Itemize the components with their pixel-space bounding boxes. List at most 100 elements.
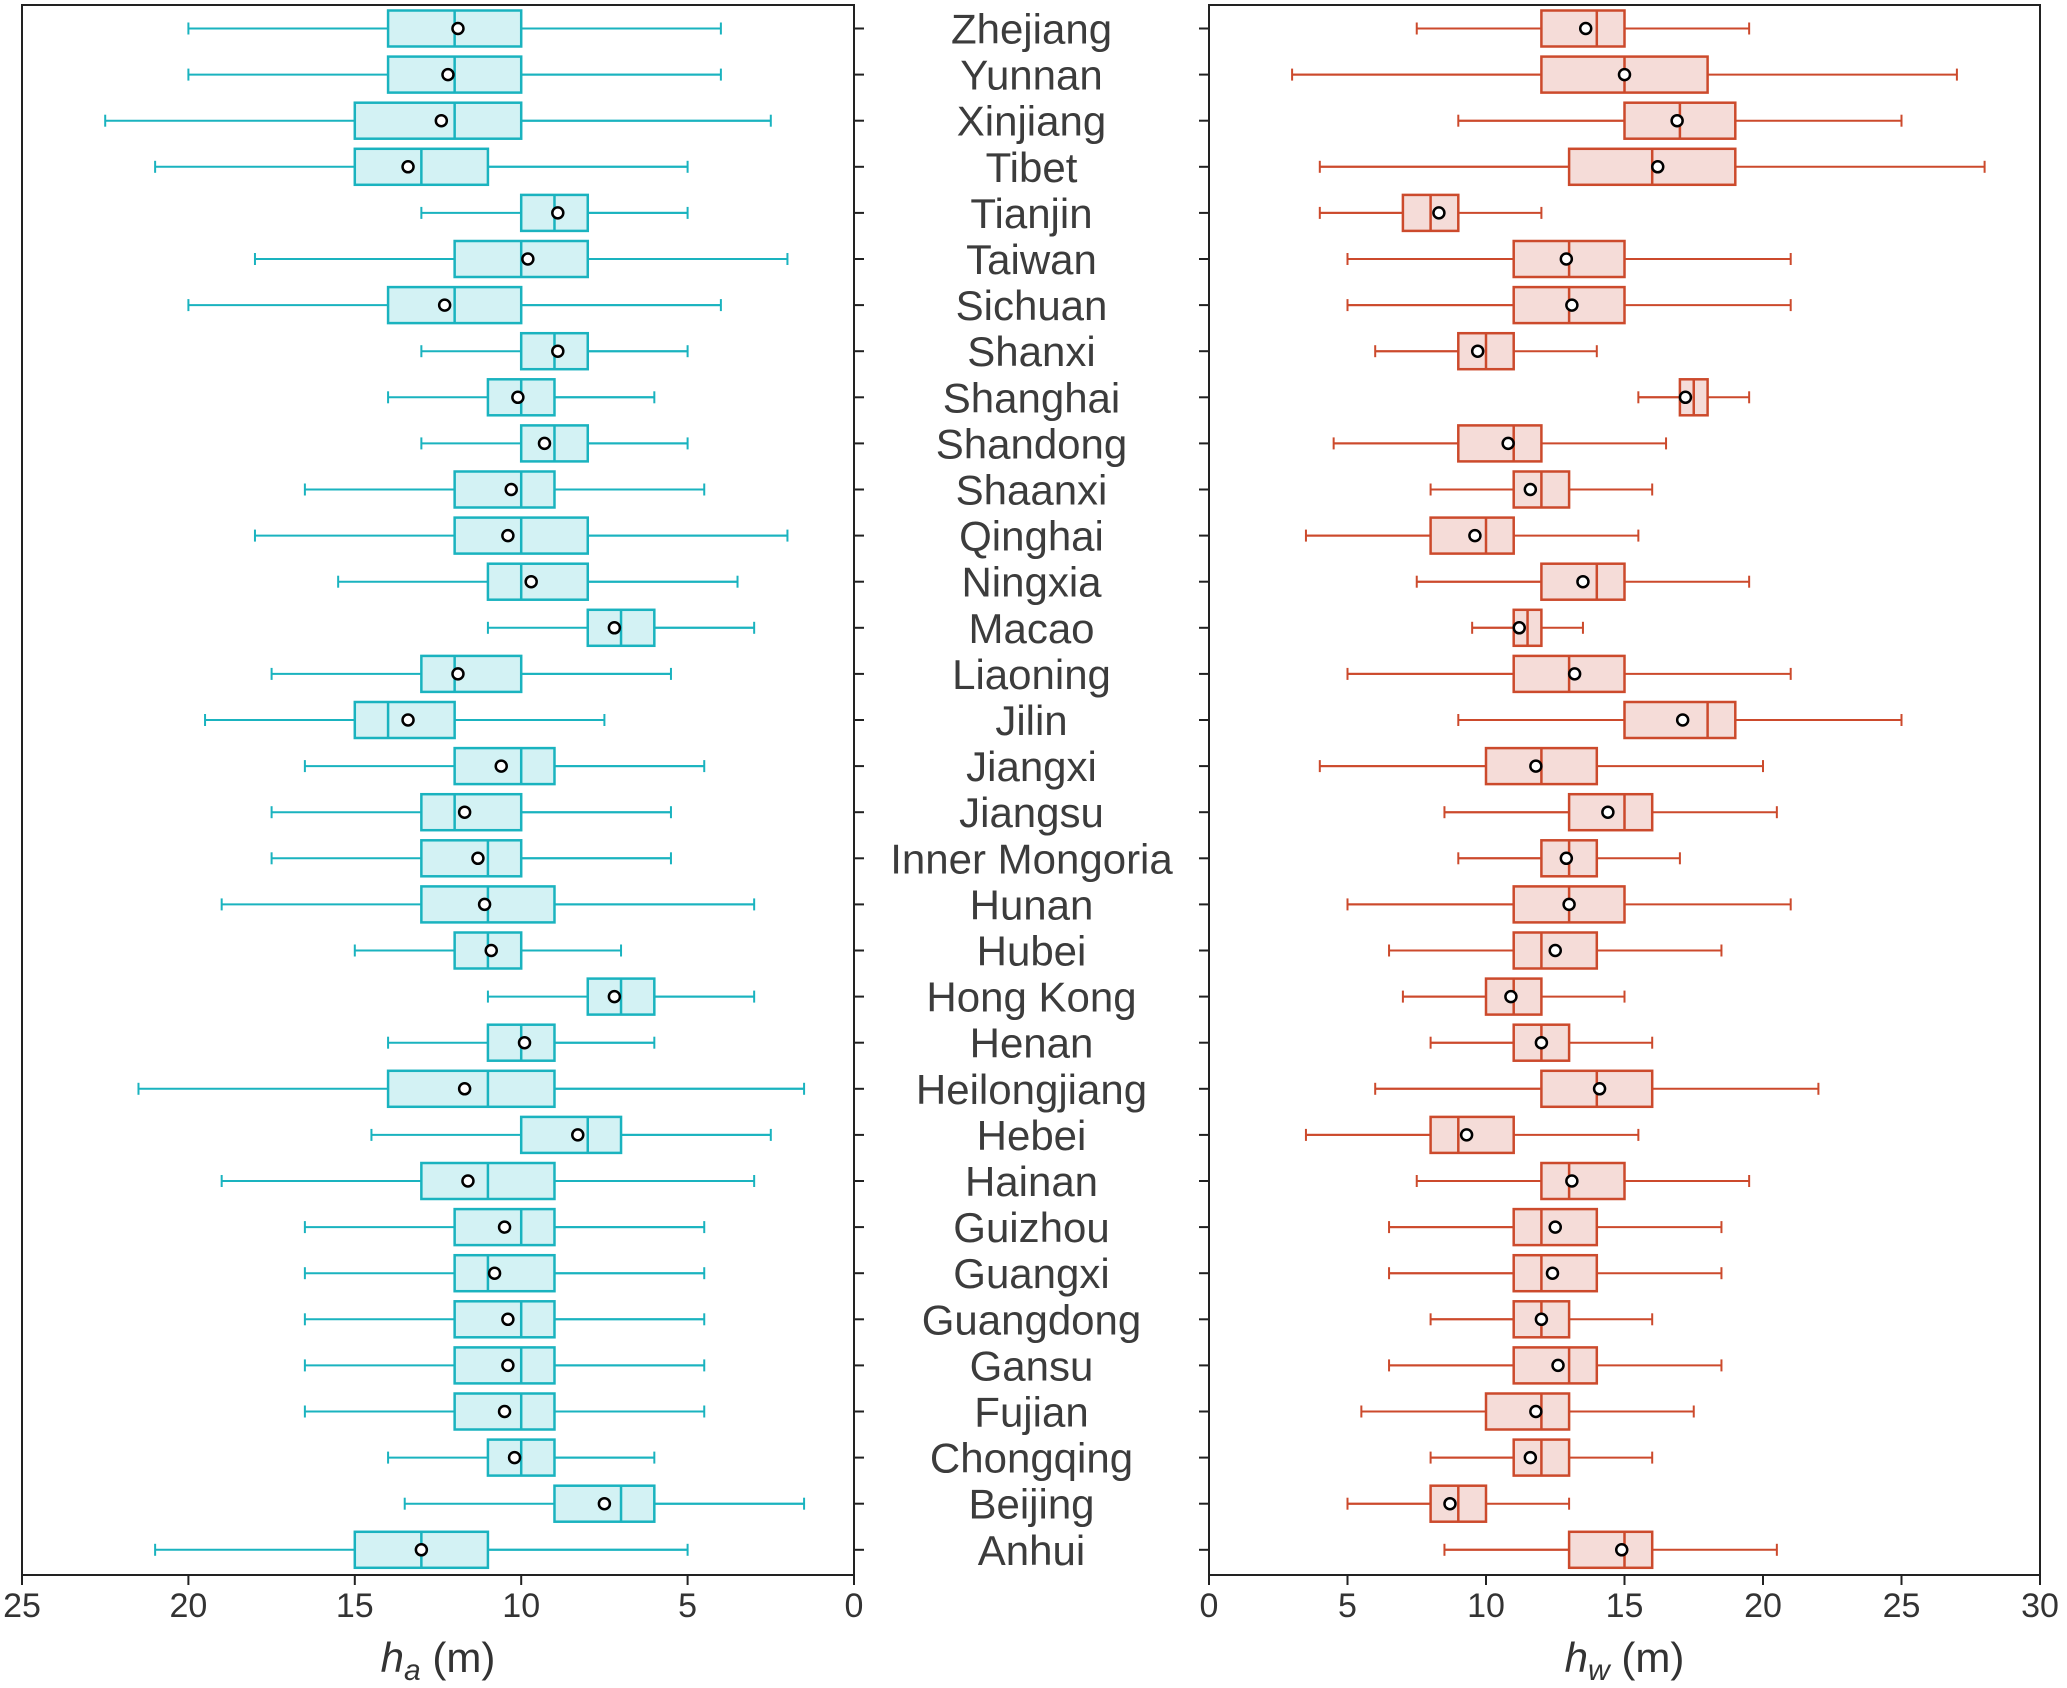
hw-box-taiwan (1346, 239, 1792, 279)
ha-box-beijing (403, 1484, 806, 1523)
hw-box-tianjin-mean-marker (1432, 206, 1446, 220)
ha-box-anhui-mean-marker (414, 1543, 429, 1557)
province-label-hong-kong: Hong Kong (926, 974, 1136, 1021)
province-label-heilongjiang: Heilongjiang (916, 1066, 1147, 1113)
hw-box-macao-mean-marker (1512, 621, 1526, 635)
hw-box-qinghai (1304, 516, 1640, 555)
ha-x-tick-label: 20 (169, 1587, 207, 1625)
hw-x-tick-label: 25 (1883, 1587, 1921, 1625)
ha-box-henan (387, 1023, 656, 1062)
ha-box-shandong-mean-marker (537, 436, 552, 451)
hw-box-jilin (1457, 700, 1903, 740)
province-label-macao: Macao (968, 605, 1094, 652)
ha-box-liaoning-iqr (420, 654, 523, 694)
ha-box-jiangsu-mean-marker (457, 805, 472, 819)
province-label-xinjiang: Xinjiang (957, 98, 1106, 145)
province-label-gansu: Gansu (970, 1342, 1094, 1389)
ha-box-jiangxi (303, 746, 706, 786)
ha-box-qinghai-mean-marker (501, 528, 515, 543)
ha-box-macao (486, 608, 756, 648)
province-label-tianjin: Tianjin (970, 190, 1092, 237)
hw-box-henan (1429, 1023, 1654, 1062)
province-label-shandong: Shandong (936, 420, 1128, 467)
hw-box-tibet (1318, 147, 1986, 187)
ha-box-ningxia-mean-marker (524, 574, 538, 589)
hw-box-anhui (1443, 1530, 1778, 1570)
hw-box-hebei-mean-marker (1459, 1128, 1474, 1142)
hw-box-liaoning-mean-marker (1567, 667, 1582, 681)
ha-box-taiwan-mean-marker (521, 252, 535, 266)
hw-box-shaanxi-mean-marker (1523, 482, 1538, 497)
province-label-hainan: Hainan (965, 1158, 1098, 1205)
hw-box-yunnan-mean-marker (1617, 67, 1632, 82)
ha-box-hebei-mean-marker (571, 1128, 585, 1142)
hw-box-jiangxi (1318, 746, 1764, 786)
hw-box-heilongjiang-mean-marker (1592, 1082, 1607, 1096)
hw-x-tick-label: 15 (1606, 1587, 1644, 1625)
ha-box-qinghai (253, 516, 789, 555)
hw-box-hainan (1415, 1161, 1751, 1201)
hw-box-anhui-mean-marker (1614, 1543, 1629, 1557)
hw-box-shandong-iqr (1457, 424, 1543, 463)
hw-box-gansu-iqr (1512, 1346, 1599, 1385)
ha-box-yunnan (187, 55, 722, 94)
ha-x-tick-label: 5 (678, 1587, 697, 1625)
hw-box-hunan-mean-marker (1562, 897, 1576, 912)
ha-box-hong-kong-mean-marker (607, 989, 622, 1004)
ha-box-ningxia (337, 562, 739, 601)
province-label-inner-mongoria: Inner Mongoria (890, 835, 1173, 882)
ha-box-macao-mean-marker (607, 621, 622, 635)
hw-box-guangxi-mean-marker (1545, 1266, 1560, 1280)
ha-box-shanxi (420, 331, 689, 371)
ha-box-inner-mongoria (270, 839, 672, 878)
hw-box-guizhou-mean-marker (1548, 1220, 1562, 1234)
left-panel-ha: 25 20 15 10 5 0 ha (m) (3, 4, 864, 1687)
hw-box-shaanxi (1429, 470, 1654, 509)
province-label-beijing: Beijing (968, 1481, 1094, 1528)
hw-box-anhui-iqr (1567, 1530, 1654, 1570)
ha-axis-title: ha (m) (381, 1634, 496, 1687)
ha-box-hainan-mean-marker (461, 1174, 475, 1188)
ha-box-hebei (370, 1115, 772, 1155)
ha-box-hunan-mean-marker (477, 897, 492, 912)
ha-box-guizhou-mean-marker (497, 1220, 512, 1234)
province-label-tibet: Tibet (986, 144, 1078, 191)
ha-x-tick-label: 10 (502, 1587, 540, 1625)
hw-box-hainan-iqr (1540, 1161, 1626, 1201)
hw-box-jiangsu-mean-marker (1601, 805, 1615, 819)
hw-box-yunnan (1291, 55, 1958, 94)
ha-box-taiwan (253, 239, 789, 279)
hw-box-shanxi (1374, 331, 1598, 371)
ha-box-chongqing (387, 1438, 656, 1477)
hw-box-guizhou (1388, 1207, 1723, 1247)
hw-box-macao (1471, 608, 1584, 648)
hw-box-shanghai (1637, 378, 1751, 417)
ha-box-shaanxi-mean-marker (504, 482, 518, 497)
ha-box-hunan (220, 885, 756, 924)
province-label-shaanxi: Shaanxi (956, 467, 1108, 514)
hw-box-sichuan (1346, 285, 1792, 325)
ha-box-jiangsu (270, 792, 672, 832)
province-label-hubei: Hubei (977, 928, 1087, 975)
ha-box-hainan (220, 1161, 756, 1201)
ha-box-guangxi (303, 1253, 706, 1293)
ha-box-xinjiang (104, 101, 772, 140)
hw-x-tick-label: 20 (1744, 1587, 1782, 1625)
province-label-guangxi: Guangxi (953, 1250, 1109, 1297)
hw-box-qinghai-mean-marker (1468, 528, 1482, 543)
hw-box-ningxia-mean-marker (1576, 574, 1590, 589)
province-label-guizhou: Guizhou (953, 1204, 1109, 1251)
province-label-hunan: Hunan (970, 881, 1094, 928)
hw-box-inner-mongoria (1457, 839, 1681, 878)
ha-box-shandong (420, 424, 689, 463)
ha-box-guangxi-iqr (453, 1253, 556, 1293)
hw-box-jiangxi-mean-marker (1529, 759, 1543, 773)
ha-box-anhui (154, 1530, 689, 1570)
hw-x-tick-label: 10 (1467, 1587, 1505, 1625)
hw-box-shandong (1332, 424, 1668, 463)
ha-x-tick-label: 0 (845, 1587, 864, 1625)
ha-box-liaoning (270, 654, 672, 694)
ha-box-jilin (204, 700, 606, 740)
ha-box-heilongjiang (137, 1069, 806, 1109)
